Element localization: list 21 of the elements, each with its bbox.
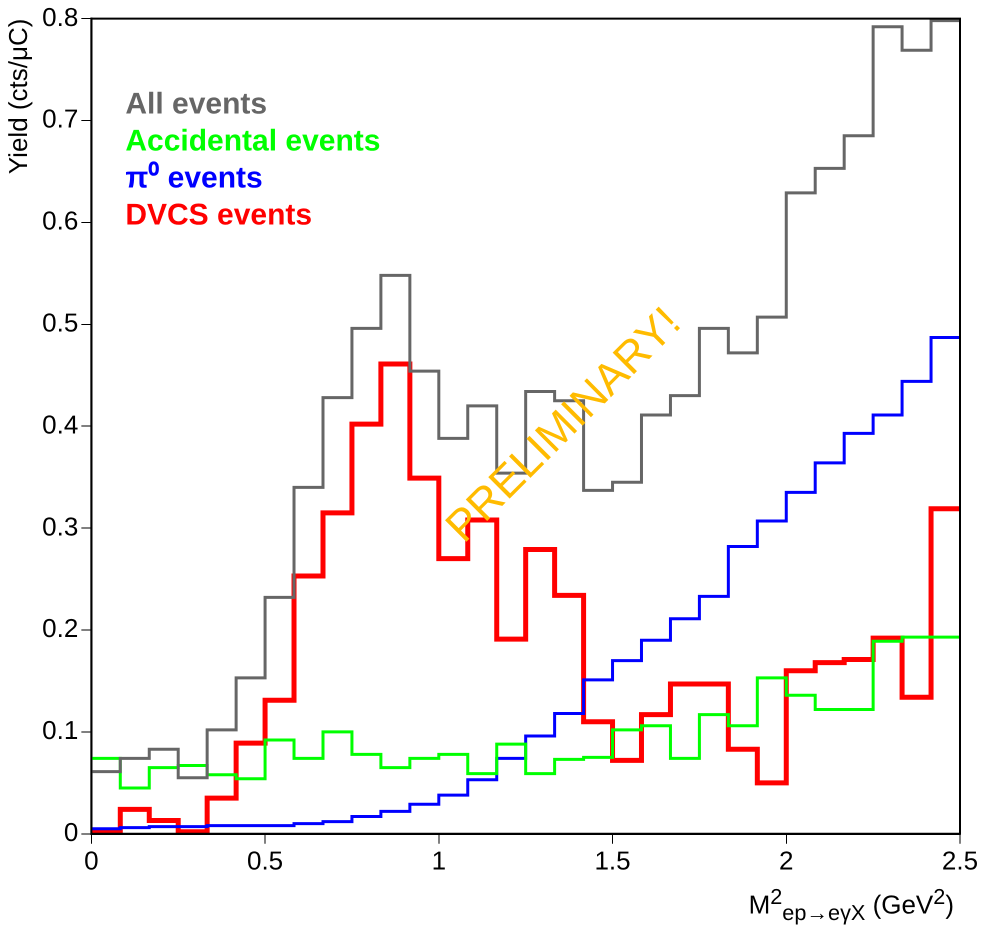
x-tick-label: 2.5	[942, 846, 978, 876]
x-tick-label: 2	[779, 846, 794, 876]
x-tick-label: 1	[432, 846, 446, 876]
y-axis-title: Yield (cts/μC)	[2, 18, 33, 174]
y-tick-label: 0.1	[42, 715, 78, 746]
y-tick-label: 0.6	[42, 206, 78, 236]
y-tick-label: 0	[64, 816, 78, 847]
y-tick-label: 0.7	[42, 104, 78, 134]
y-tick-label: 0.5	[42, 307, 78, 338]
x-tick-label: 0	[84, 846, 99, 876]
text: π⁰ events	[125, 160, 263, 195]
text: All events	[125, 88, 268, 121]
y-tick-label: 0.4	[42, 409, 78, 440]
y-tick-label: 0.8	[42, 2, 78, 32]
x-axis-title: M$^{2}$$_{ep→eγX}$ (GeV$^{2}$)	[748, 884, 954, 926]
y-tick-label: 0.2	[42, 613, 78, 644]
text: DVCS events	[125, 198, 312, 232]
x-tick-label: 0.5	[246, 846, 284, 876]
x-tick-label: 1.5	[594, 846, 631, 876]
y-tick-label: 0.3	[42, 511, 78, 542]
text: Accidental events	[125, 124, 380, 158]
